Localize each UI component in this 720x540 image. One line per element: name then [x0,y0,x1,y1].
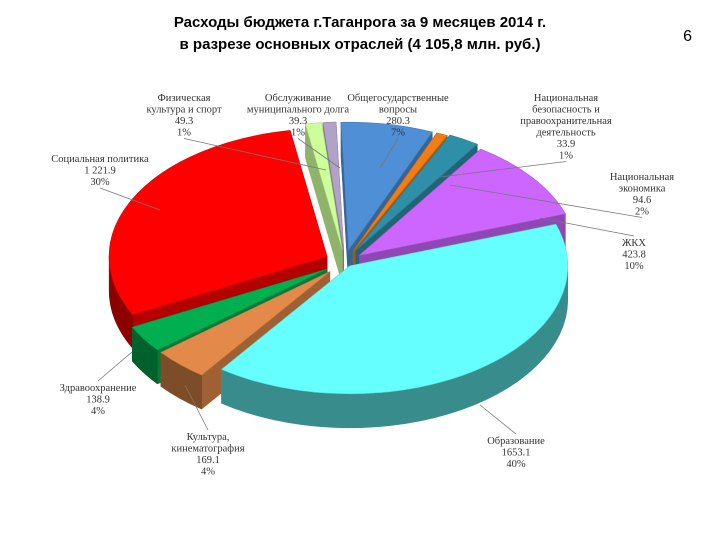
slice-label-8: Физическая культура и спорт 49.3 1% [146,93,221,139]
slice-label-0: Общегосударственные вопросы 280.3 7% [347,93,449,139]
leader-line-6 [97,351,133,382]
pie-slice-top [131,268,327,351]
slice-labels: Общегосударственные вопросы 280.3 7% Национа… [51,93,674,478]
leader-line-2 [449,184,643,218]
slice-label-line: 7% [391,128,405,139]
pie-slice-top [358,148,566,256]
pie-slice-top [220,223,569,395]
slice-label-line: 10% [624,261,644,272]
slice-label-line: 49.3 [175,116,193,127]
slice-label-line: 1653.1 [502,448,531,459]
slice-label-5: Культура, кинематография 169.1 4% [171,432,244,478]
slice-label-7: Социальная политика 1 221.9 30% [51,154,149,188]
slice-label-line: 280.3 [386,116,410,127]
slice-label-line: 4% [201,467,215,478]
slice-label-line: Национальная [534,93,598,104]
slice-label-line: 1% [291,128,305,139]
slice-label-line: 4% [91,406,105,417]
slice-label-line: Культура, [187,432,230,443]
slice-label-line: правоохранительная [520,116,612,127]
pie-slice-top [322,121,345,251]
slice-label-9: Обслуживание муниципального долга 39.3 1% [247,93,350,139]
pie-slice-4 [220,223,569,429]
leader-lines [97,138,643,435]
slice-label-line: Общегосударственные [347,93,449,104]
pie-slices [108,121,569,429]
slice-label-line: Физическая [158,93,211,104]
slice-label-line: 138.9 [86,395,110,406]
pie-slice-top [160,271,331,376]
leader-line-9 [297,138,341,169]
slice-label-line: 33.9 [557,139,575,150]
chart-title-line-2: в разрезе основных отраслей (4 105,8 млн… [179,36,541,53]
slice-label-line: муниципального долга [247,105,350,116]
slice-label-line: ЖКХ [622,238,646,249]
slice-label-line: кинематография [171,444,244,455]
pie-slice-top [304,122,343,251]
slice-label-line: 1 221.9 [84,166,116,177]
slice-label-line: 1% [177,128,191,139]
slice-label-line: вопросы [379,105,417,116]
slice-label-line: 94.6 [633,195,651,206]
slice-label-line: Национальная [610,172,674,183]
slice-label-line: 30% [90,177,110,188]
slice-label-line: 39.3 [289,116,307,127]
pie-slice-top [352,132,448,252]
slice-label-line: культура и спорт [146,105,221,116]
slice-label-3: ЖКХ 423.8 10% [622,238,646,272]
pie-slice-top [355,134,478,251]
slice-label-line: Социальная политика [51,154,149,165]
slice-label-line: Обслуживание [265,93,332,104]
leader-line-3 [539,217,635,237]
chart-title-line-1: Расходы бюджета г.Таганрога за 9 месяцев… [173,14,547,31]
pie-slice-top [108,130,328,315]
slice-label-4: Образование 1653.1 40% [487,436,545,470]
slice-label-6: Здравоохранение 138.9 4% [60,383,137,417]
slice-label-line: Образование [487,436,545,447]
leader-line-0 [379,138,399,169]
leader-line-8 [183,138,327,171]
pie-slice-top [340,121,433,252]
leader-line-1 [431,161,567,179]
slice-label-line: 2% [635,207,649,218]
slice-label-line: 40% [506,459,526,470]
leader-line-7 [99,187,161,211]
leader-line-5 [184,384,209,431]
slice-label-line: 423.8 [622,250,646,261]
slice-label-line: безопасность и [532,105,600,116]
slice-label-1: Национальная безопасность и правоохранител… [520,93,612,162]
slice-label-line: деятельность [536,128,595,139]
leader-line-4 [479,404,517,435]
slice-label-line: 169.1 [196,455,220,466]
slice-label-line: 1% [559,151,573,162]
slice-label-line: экономика [619,184,666,195]
chart-title: Расходы бюджета г.Таганрога за 9 месяцев… [80,12,640,56]
slice-label-line: Здравоохранение [60,383,137,394]
page-number: 6 [683,28,692,45]
slice-label-2: Национальная экономика 94.6 2% [610,172,674,218]
